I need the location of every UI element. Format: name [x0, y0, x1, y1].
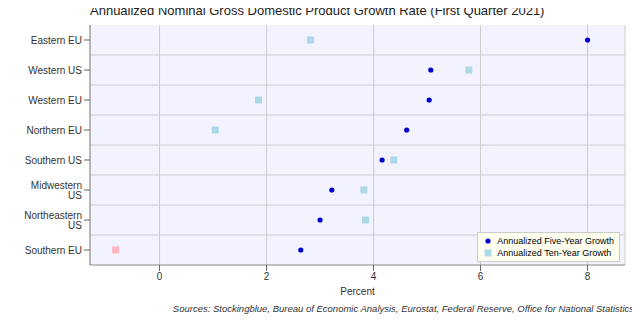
svg-text:0: 0: [157, 271, 163, 282]
svg-text:Western EU: Western EU: [28, 95, 82, 106]
html-text:Sources: Stockingblue, Bureau: Sources: Stockingblue, Bureau of Economi…: [172, 303, 634, 314]
svg-text:Western US: Western US: [28, 65, 82, 76]
svg-text:Southern US: Southern US: [25, 155, 83, 166]
svg-text:Southern EU: Southern EU: [25, 245, 82, 256]
html-text:Annualized Five-Year Growth: Annualized Five-Year Growth: [497, 236, 614, 246]
svg-text:4: 4: [371, 271, 377, 282]
svg-text:8: 8: [585, 271, 591, 282]
svg-text:6: 6: [478, 271, 484, 282]
svg-text:Eastern EU: Eastern EU: [31, 35, 82, 46]
svg-text:2: 2: [264, 271, 270, 282]
svg-text:MidwesternUS: MidwesternUS: [31, 180, 82, 201]
html-text:Annualized Nominal Gross Domes: Annualized Nominal Gross Domestic Produc…: [90, 3, 545, 18]
svg-text:NortheasternUS: NortheasternUS: [24, 210, 82, 231]
html-text:Annualized Ten-Year Growth: Annualized Ten-Year Growth: [497, 248, 612, 258]
svg-text:Northern EU: Northern EU: [26, 125, 82, 136]
svg-text:Percent: Percent: [340, 286, 375, 297]
